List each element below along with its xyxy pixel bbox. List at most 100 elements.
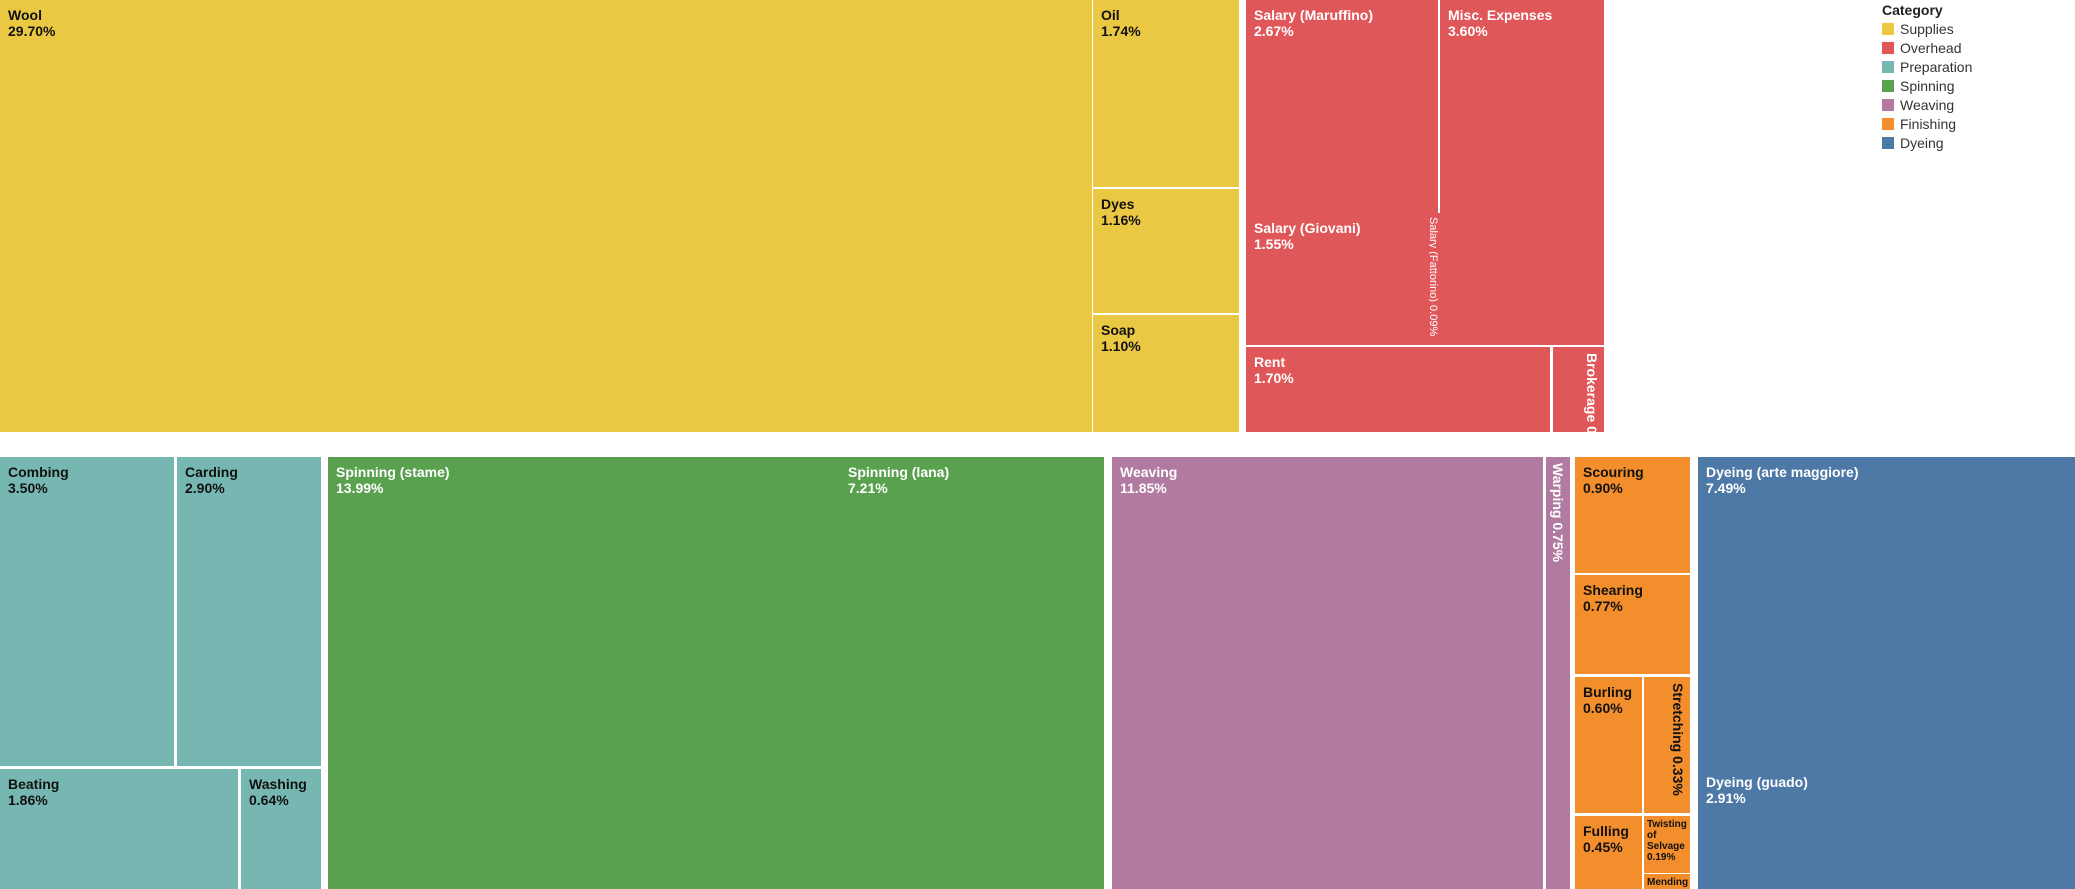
legend-swatch (1882, 136, 1894, 149)
tile-value: 13.99% (336, 480, 384, 496)
treemap-tile-spinning-lana[interactable]: Spinning (lana) 7.21% (840, 457, 1104, 889)
treemap-tile-salary-maruffino[interactable]: Salary (Maruffino) 2.67% (1246, 0, 1438, 213)
treemap-tile-salary-giovani[interactable]: Salary (Giovani) 1.55% (1246, 213, 1429, 345)
tile-label: Mending (1647, 877, 1688, 888)
tile-value: 0.90% (1583, 480, 1623, 496)
treemap-tile-mending[interactable]: Mending (1644, 874, 1690, 889)
treemap-tile-spinning-stame[interactable]: Spinning (stame) 13.99% (328, 457, 840, 889)
tile-name: Weaving (1120, 464, 1178, 480)
legend-label: Dyeing (1900, 134, 1944, 151)
treemap-tile-stretching[interactable]: Stretching 0.33% (1644, 677, 1690, 813)
legend-item: Dyeing (1882, 133, 1972, 152)
treemap-tile-dyeing-guado[interactable]: Dyeing (guado) 2.91% (1698, 767, 2075, 889)
treemap-tile-scouring[interactable]: Scouring 0.90% (1575, 457, 1690, 573)
tile-value: 2.67% (1254, 23, 1294, 39)
tile-value: 1.55% (1254, 236, 1294, 252)
treemap-tile-beating[interactable]: Beating 1.86% (0, 769, 238, 889)
tile-name: Dyes (1101, 196, 1135, 212)
tile-name: Carding (185, 464, 238, 480)
treemap-tile-shearing[interactable]: Shearing 0.77% (1575, 575, 1690, 674)
treemap-tile-dyes[interactable]: Dyes 1.16% (1093, 189, 1239, 313)
tile-value: 0.77% (1583, 598, 1623, 614)
legend-label: Supplies (1900, 20, 1954, 37)
tile-label: Twisting of Selvage 0.19% (1647, 819, 1688, 863)
legend-item: Spinning (1882, 76, 1972, 95)
treemap-tile-twisting-of-selvage[interactable]: Twisting of Selvage 0.19% (1644, 816, 1690, 873)
tile-label: Misc. Expenses 3.60% (1448, 7, 1552, 39)
legend-label: Preparation (1900, 58, 1973, 75)
tile-name: Wool (8, 7, 42, 23)
tile-name: Scouring (1583, 464, 1644, 480)
treemap-tile-misc-expenses[interactable]: Misc. Expenses 3.60% (1440, 0, 1604, 345)
legend-swatch (1882, 41, 1894, 54)
tile-label: Salary (Fattorino) 0.09% (1429, 217, 1439, 336)
tile-name: Beating (8, 776, 60, 792)
legend-label: Overhead (1900, 39, 1962, 56)
legend-swatch (1882, 22, 1894, 35)
tile-name: Oil (1101, 7, 1120, 23)
legend-swatch (1882, 60, 1894, 73)
tile-value: 7.21% (848, 480, 888, 496)
treemap-tile-carding[interactable]: Carding 2.90% (177, 457, 321, 766)
tile-label: Salary (Giovani) 1.55% (1254, 220, 1361, 252)
tile-value: 0.09% (1429, 305, 1439, 337)
legend-label: Finishing (1900, 115, 1957, 132)
treemap-tile-rent[interactable]: Rent 1.70% (1246, 347, 1550, 432)
legend-item: Weaving (1882, 95, 1972, 114)
tile-name: Twisting of Selvage (1647, 819, 1687, 852)
tile-label: Shearing 0.77% (1583, 582, 1643, 614)
tile-label: Beating 1.86% (8, 776, 59, 808)
legend-item: Supplies (1882, 19, 1972, 38)
tile-label: Washing 0.64% (249, 776, 307, 808)
tile-label: Spinning (stame) 13.99% (336, 464, 450, 496)
tile-name: Brokerage (1584, 353, 1600, 423)
treemap-tile-salary-fattorino[interactable]: Salary (Fattorino) 0.09% (1429, 213, 1440, 345)
treemap-tile-fulling[interactable]: Fulling 0.45% (1575, 816, 1642, 889)
tile-label: Rent 1.70% (1254, 354, 1294, 386)
tile-value: 3.60% (1448, 23, 1488, 39)
tile-name: Mending (1647, 877, 1689, 888)
tile-value: 11.85% (1120, 480, 1167, 496)
tile-value: 0.33% (1670, 756, 1686, 796)
treemap-tile-wool[interactable]: Wool 29.70% (0, 0, 1092, 432)
tile-value: 3.50% (8, 480, 48, 496)
treemap-tile-weaving[interactable]: Weaving 11.85% (1112, 457, 1543, 889)
legend-title: Category (1882, 2, 1943, 18)
tile-value: 0.30% (1584, 426, 1600, 432)
treemap-tile-combing[interactable]: Combing 3.50% (0, 457, 174, 766)
tile-name: Salary (Maruffino) (1254, 7, 1374, 23)
legend: Category Supplies Overhead Preparation Spin… (1882, 0, 1972, 152)
treemap-tile-warping[interactable]: Warping 0.75% (1546, 457, 1570, 889)
treemap-tile-brokerage[interactable]: Brokerage 0.30% (1553, 347, 1604, 432)
tile-label: Wool 29.70% (8, 7, 55, 39)
legend-item: Overhead (1882, 38, 1972, 57)
tile-label: Scouring 0.90% (1583, 464, 1644, 496)
tile-value: 29.70% (8, 23, 56, 39)
tile-name: Spinning (stame) (336, 464, 450, 480)
tile-label: Dyeing (arte maggiore) 7.49% (1706, 464, 1858, 496)
tile-value: 1.16% (1101, 212, 1141, 228)
treemap-tile-soap[interactable]: Soap 1.10% (1093, 315, 1239, 432)
tile-value: 1.70% (1254, 370, 1294, 386)
tile-label: Stretching 0.33% (1670, 683, 1686, 796)
tile-label: Brokerage 0.30% (1584, 353, 1600, 432)
tile-name: Dyeing (arte maggiore) (1706, 464, 1859, 480)
treemap-tile-dyeing-arte-maggiore[interactable]: Dyeing (arte maggiore) 7.49% (1698, 457, 2075, 767)
tile-name: Salary (Giovani) (1254, 220, 1361, 236)
tile-name: Soap (1101, 322, 1136, 338)
tile-value: 1.10% (1101, 338, 1141, 354)
tile-label: Fulling 0.45% (1583, 823, 1629, 855)
tile-label: Weaving 11.85% (1120, 464, 1177, 496)
tile-name: Shearing (1583, 582, 1643, 598)
tile-label: Spinning (lana) 7.21% (848, 464, 949, 496)
tile-name: Warping (1550, 463, 1566, 519)
treemap-tile-washing[interactable]: Washing 0.64% (241, 769, 321, 889)
tile-label: Dyeing (guado) 2.91% (1706, 774, 1808, 806)
tile-value: 1.86% (8, 792, 48, 808)
tile-name: Burling (1583, 684, 1632, 700)
treemap-tile-burling[interactable]: Burling 0.60% (1575, 677, 1642, 813)
tile-value: 0.45% (1583, 839, 1623, 855)
treemap-tile-oil[interactable]: Oil 1.74% (1093, 0, 1239, 187)
legend-swatch (1882, 79, 1894, 92)
